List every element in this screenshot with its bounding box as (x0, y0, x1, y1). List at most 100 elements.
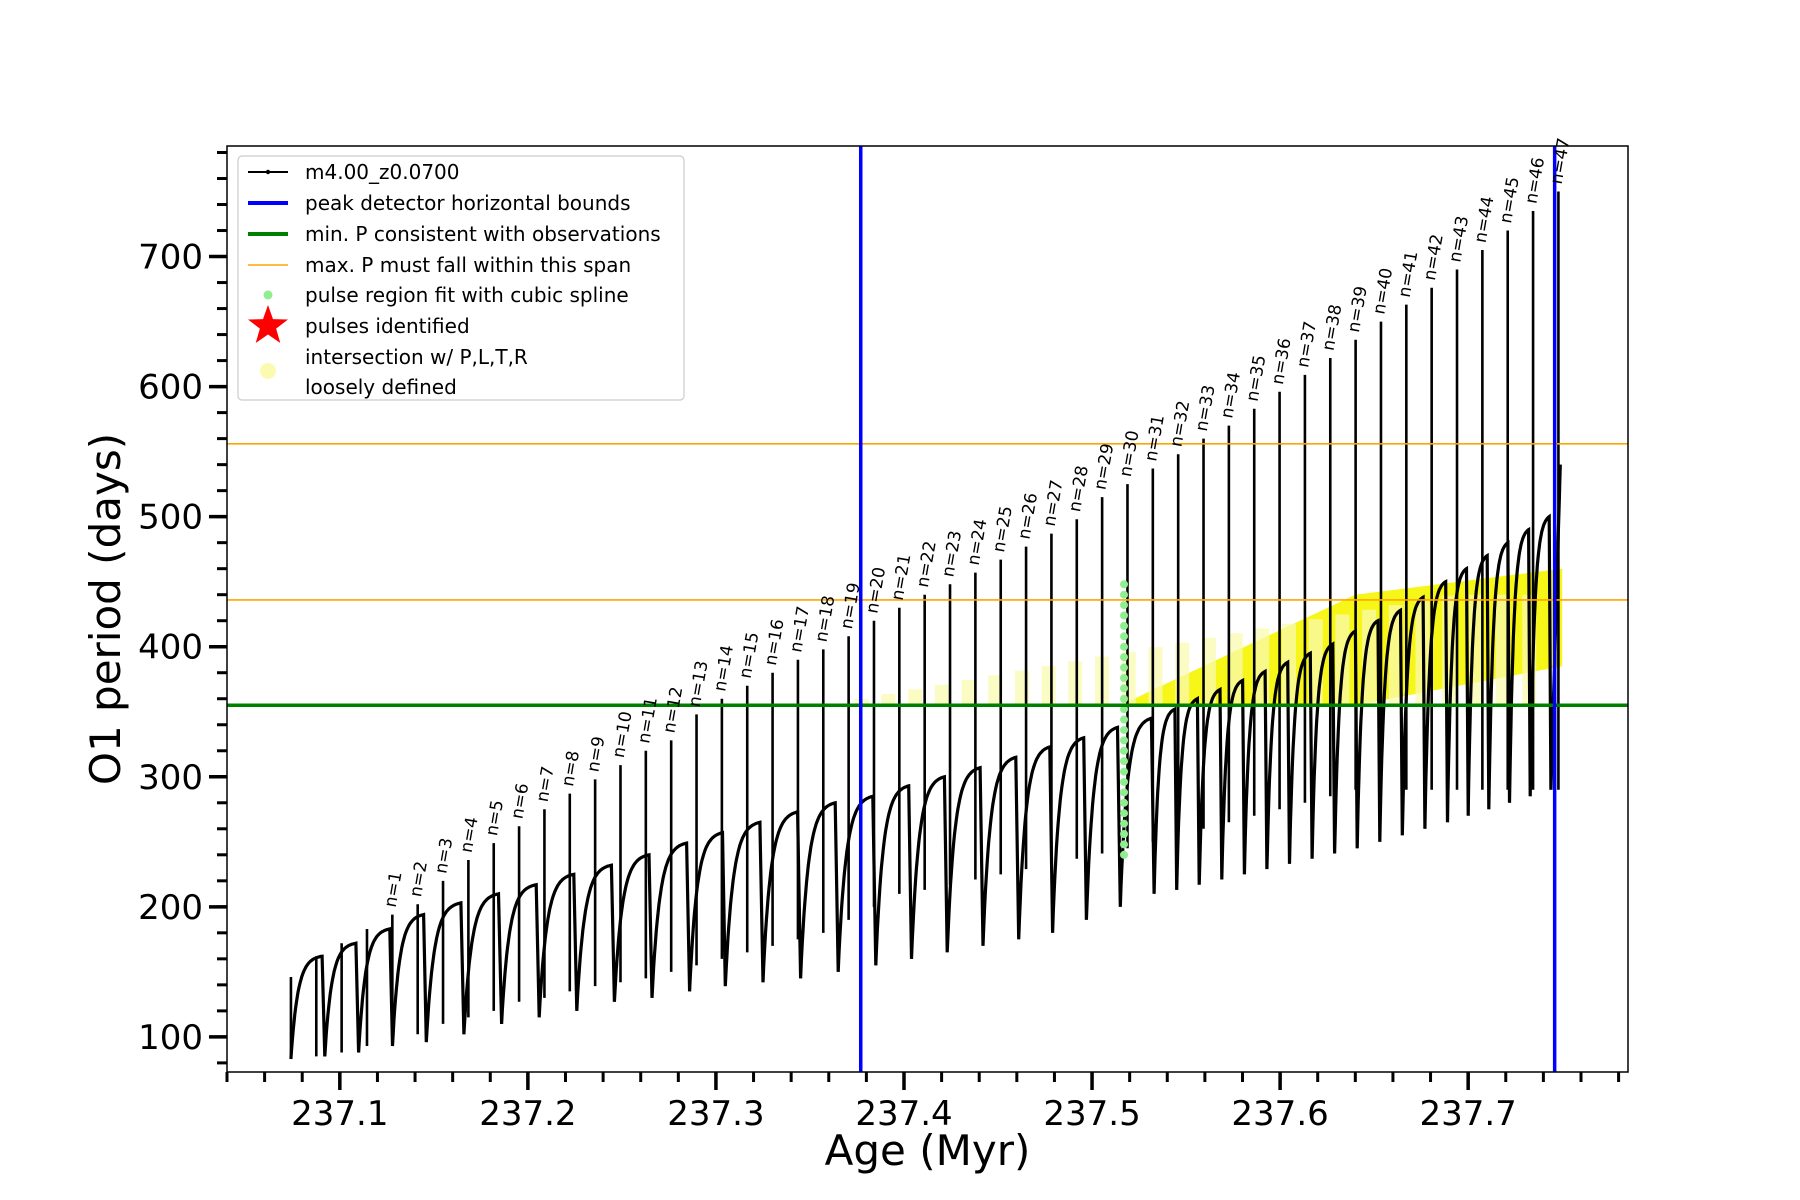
spline-dot (1120, 725, 1129, 734)
pulse-label: n=10 (609, 710, 637, 759)
pulse-label: n=13 (685, 659, 713, 708)
pulse-label: n=1 (381, 870, 407, 909)
intersection-band (1201, 637, 1216, 706)
spline-dot (1120, 621, 1129, 630)
pulse-label: n=32 (1167, 399, 1195, 448)
y-tick-label: 700 (138, 238, 203, 278)
series-curve (289, 191, 1562, 1060)
axis-ticks (209, 151, 1621, 1090)
tick-labels: 237.1 237.2 237.3 237.4 237.5 237.6 237.7 100 20… (138, 238, 1517, 1134)
pulse-label: n=34 (1217, 370, 1245, 419)
pulse-label: n=7 (533, 765, 559, 804)
spline-dot (1120, 767, 1129, 776)
pulse-label: n=44 (1471, 195, 1499, 244)
spline-dot (1120, 788, 1129, 797)
pulse-label: n=26 (1014, 491, 1042, 540)
spline-dot (1120, 715, 1129, 724)
spline-dot (1120, 590, 1129, 599)
x-tick-label: 237.2 (479, 1094, 576, 1134)
pulse-label: n=36 (1268, 337, 1296, 386)
pulse-label: n=25 (989, 504, 1017, 553)
pulse-label: n=4 (457, 816, 483, 855)
y-tick-label: 100 (138, 1018, 203, 1058)
pulse-label: n=40 (1369, 266, 1397, 315)
x-axis-title: Age (Myr) (825, 1126, 1031, 1175)
pulse-label: n=2 (406, 860, 432, 899)
spline-dot (1120, 694, 1129, 703)
pulse-label: n=42 (1420, 233, 1448, 282)
spline-dot (1120, 777, 1129, 786)
legend-label: pulse region fit with cubic spline (305, 283, 629, 307)
spline-dot (1120, 736, 1129, 745)
spline-dot (1120, 757, 1129, 766)
spline-dot (1120, 673, 1129, 682)
pulse-label: n=29 (1090, 442, 1118, 491)
intersection-band (961, 680, 976, 706)
pulse-label: n=15 (736, 631, 764, 680)
pulse-label: n=38 (1319, 303, 1347, 352)
intersection-band (1148, 647, 1163, 706)
legend-label: min. P consistent with observations (305, 222, 661, 246)
spline-dot (1120, 632, 1129, 641)
spline-dot (1120, 663, 1129, 672)
pulse-label: n=16 (761, 618, 789, 667)
spline-dot (1120, 809, 1129, 818)
intersection-band (988, 675, 1003, 706)
pulse-label: n=27 (1040, 478, 1068, 527)
pulse-label: n=14 (710, 644, 738, 693)
x-tick-label: 237.7 (1419, 1094, 1516, 1134)
intersection-band (1362, 609, 1377, 706)
pulse-label: n=9 (583, 735, 609, 774)
legend-label: pulses identified (305, 314, 470, 338)
y-tick-label: 500 (138, 498, 203, 538)
pulse-label: n=41 (1395, 250, 1423, 299)
legend-box (237, 155, 685, 401)
spline-dot (1120, 746, 1129, 755)
series-line (289, 464, 1562, 1060)
legend-label: loosely defined (305, 375, 457, 399)
intersection-band (1068, 661, 1083, 706)
y-tick-label: 300 (138, 758, 203, 798)
pulse-label: n=11 (634, 696, 662, 745)
pulse-label: n=5 (482, 799, 508, 838)
x-tick-label: 237.4 (855, 1094, 952, 1134)
spline-dot (1120, 611, 1129, 620)
spline-dot (1120, 798, 1129, 807)
pulse-label: n=30 (1116, 429, 1144, 478)
legend-label: peak detector horizontal bounds (305, 191, 631, 215)
intersection-band (1041, 665, 1056, 706)
intersection-band (881, 694, 896, 706)
pulse-label: n=33 (1192, 383, 1220, 432)
plot-frame (226, 145, 1629, 1073)
pulse-label: n=35 (1243, 354, 1271, 403)
spline-region (1120, 580, 1129, 859)
spline-dot (1120, 829, 1129, 838)
legend-label: intersection w/ P,L,T,R (305, 345, 528, 369)
intersection-band (1228, 633, 1243, 706)
spline-dot (1120, 819, 1129, 828)
pulse-label: n=31 (1141, 413, 1169, 462)
spline-dot (1120, 705, 1129, 714)
pulse-label: n=43 (1445, 214, 1473, 263)
legend-swatch-bigdot (260, 363, 276, 379)
intersection-band (1495, 594, 1510, 706)
pulse-label: n=46 (1521, 156, 1549, 205)
pulse-label: n=20 (862, 566, 890, 615)
pulse-label: n=45 (1496, 175, 1524, 224)
y-tick-label: 600 (138, 368, 203, 408)
pulse-label: n=22 (913, 540, 941, 589)
pulse-label: n=12 (660, 685, 688, 734)
pulse-label: n=18 (812, 594, 840, 643)
pulse-label: n=8 (558, 749, 584, 788)
pulse-label: n=47 (1547, 136, 1575, 185)
pulse-label: n=39 (1344, 285, 1372, 334)
legend-marker (265, 169, 271, 175)
pulse-label: n=23 (938, 529, 966, 578)
legend-label: m4.00_z0.0700 (305, 160, 460, 184)
spline-dot (1120, 684, 1129, 693)
x-tick-label: 237.6 (1231, 1094, 1328, 1134)
legend-swatch-dot (263, 290, 273, 300)
intersection-band (934, 684, 949, 706)
